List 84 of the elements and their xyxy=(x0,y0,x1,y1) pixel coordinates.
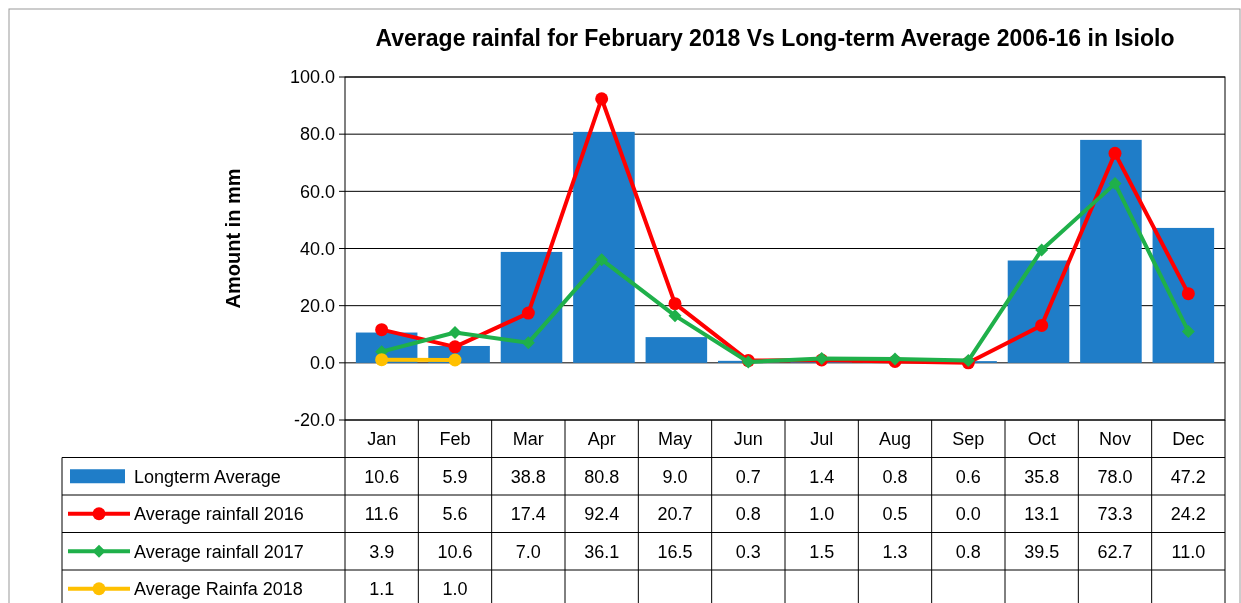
point xyxy=(1035,243,1049,257)
y-tick-label: 40.0 xyxy=(299,238,335,259)
data-label: 62.7 xyxy=(1097,541,1133,562)
data-label: 36.1 xyxy=(584,541,620,562)
x-tick-label: Oct xyxy=(1027,429,1056,450)
legend-label: Longterm Average xyxy=(134,466,281,487)
data-label: 24.2 xyxy=(1170,504,1206,525)
x-tick-label: Aug xyxy=(878,429,912,450)
point xyxy=(595,253,609,267)
x-tick-label: Feb xyxy=(439,429,471,450)
data-label: 5.9 xyxy=(442,466,468,487)
point xyxy=(595,92,609,106)
y-tick-label: 60.0 xyxy=(299,181,335,202)
data-label: 1.1 xyxy=(369,579,395,600)
data-label: 78.0 xyxy=(1097,466,1133,487)
point xyxy=(1108,146,1122,160)
x-tick-label: Jun xyxy=(733,429,763,450)
data-label: 1.0 xyxy=(442,579,468,600)
y-tick-label: 0.0 xyxy=(309,353,335,374)
data-label: 1.5 xyxy=(809,541,835,562)
data-label: 0.0 xyxy=(955,504,981,525)
point xyxy=(448,326,462,340)
data-label: 0.6 xyxy=(955,466,981,487)
y-tick-label: -20.0 xyxy=(293,410,335,431)
data-label: 0.5 xyxy=(882,504,908,525)
data-label: 1.0 xyxy=(809,504,835,525)
data-label: 80.8 xyxy=(584,466,620,487)
x-tick-label: Nov xyxy=(1098,429,1132,450)
point xyxy=(1035,318,1049,332)
data-label: 5.6 xyxy=(442,504,468,525)
x-tick-label: Mar xyxy=(512,429,544,450)
y-tick-label: 80.0 xyxy=(299,124,335,145)
x-tick-label: Sep xyxy=(952,429,985,450)
bar xyxy=(573,131,635,363)
data-label: 0.8 xyxy=(955,541,981,562)
bar xyxy=(1152,227,1215,363)
x-tick-label: May xyxy=(657,429,693,450)
point xyxy=(375,353,389,367)
y-axis-title: Amount in mm xyxy=(222,168,244,309)
data-label: 11.6 xyxy=(364,504,399,525)
data-label: 0.3 xyxy=(735,541,761,562)
x-tick-label: Apr xyxy=(587,429,616,450)
legend-label: Average rainfall 2016 xyxy=(134,504,304,525)
point xyxy=(521,336,535,350)
point xyxy=(1181,324,1195,338)
point xyxy=(521,306,535,320)
point xyxy=(668,309,682,323)
x-tick-label: Jan xyxy=(367,429,397,450)
data-label: 73.3 xyxy=(1097,504,1133,525)
bar xyxy=(1080,139,1142,363)
point xyxy=(668,297,682,311)
data-label: 0.7 xyxy=(735,466,761,487)
data-label: 0.8 xyxy=(882,466,908,487)
data-label: 35.8 xyxy=(1024,466,1060,487)
point xyxy=(448,340,462,354)
y-tick-label: 100.0 xyxy=(289,67,335,88)
legend-label: Average rainfall 2017 xyxy=(134,541,304,562)
data-label: 20.7 xyxy=(657,504,693,525)
data-label: 1.3 xyxy=(882,541,908,562)
data-label: 92.4 xyxy=(584,504,620,525)
data-label: 39.5 xyxy=(1024,541,1060,562)
data-label: 1.4 xyxy=(809,466,835,487)
point xyxy=(375,323,389,337)
data-label: 11.0 xyxy=(1171,541,1206,562)
data-label: 16.5 xyxy=(657,541,693,562)
point xyxy=(1181,287,1195,301)
data-label: 10.6 xyxy=(437,541,473,562)
data-label: 3.9 xyxy=(369,541,395,562)
x-tick-label: Jul xyxy=(810,429,834,450)
legend-label: Average Rainfa 2018 xyxy=(134,579,303,600)
chart-title: Average rainfal for February 2018 Vs Long-term Average 2006-16 in Isiolo xyxy=(375,25,1175,51)
y-tick-label: 20.0 xyxy=(299,295,335,316)
point xyxy=(448,353,462,367)
bar xyxy=(645,337,708,363)
data-label: 13.1 xyxy=(1024,504,1060,525)
data-label: 7.0 xyxy=(515,541,541,562)
data-label: 9.0 xyxy=(662,466,688,487)
point xyxy=(1108,177,1122,191)
x-tick-label: Dec xyxy=(1172,429,1205,450)
data-label: 38.8 xyxy=(510,466,546,487)
data-label: 10.6 xyxy=(364,466,400,487)
data-label: 47.2 xyxy=(1170,466,1206,487)
data-label: 0.8 xyxy=(735,504,761,525)
data-label: 17.4 xyxy=(510,504,546,525)
